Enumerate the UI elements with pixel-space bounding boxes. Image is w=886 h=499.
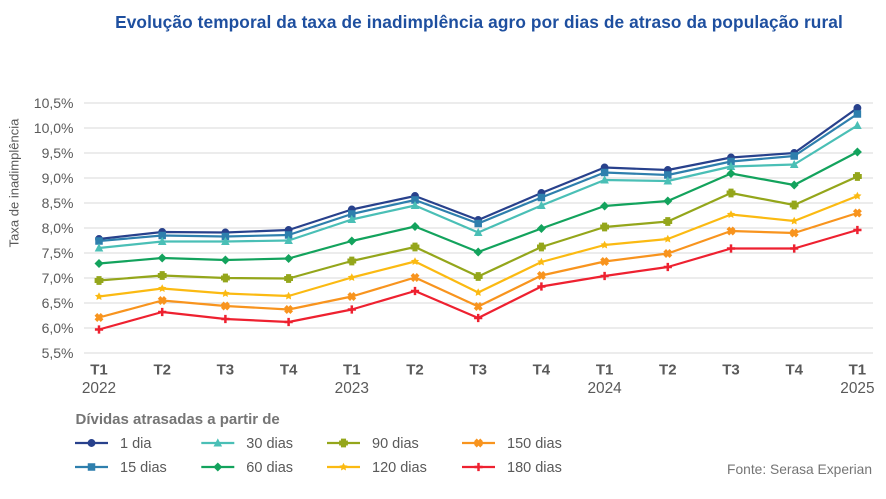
svg-text:T4: T4 bbox=[533, 362, 551, 379]
svg-text:10,5%: 10,5% bbox=[34, 95, 74, 111]
svg-text:9,5%: 9,5% bbox=[42, 145, 74, 161]
svg-text:T1: T1 bbox=[90, 362, 108, 379]
svg-text:Fonte: Serasa Experian: Fonte: Serasa Experian bbox=[727, 462, 872, 477]
svg-text:2024: 2024 bbox=[587, 380, 622, 397]
svg-text:8,0%: 8,0% bbox=[42, 220, 74, 236]
svg-text:T4: T4 bbox=[280, 362, 298, 379]
svg-text:T1: T1 bbox=[849, 362, 867, 379]
svg-text:10,0%: 10,0% bbox=[34, 120, 74, 136]
svg-text:180 dias: 180 dias bbox=[507, 460, 562, 476]
svg-text:T1: T1 bbox=[343, 362, 361, 379]
svg-text:T3: T3 bbox=[217, 362, 235, 379]
svg-text:7,0%: 7,0% bbox=[42, 270, 74, 286]
svg-text:Evolução temporal da taxa de i: Evolução temporal da taxa de inadimplênc… bbox=[115, 12, 843, 32]
svg-text:Dívidas atrasadas a partir de: Dívidas atrasadas a partir de bbox=[76, 411, 280, 428]
svg-text:T2: T2 bbox=[406, 362, 424, 379]
svg-text:5,5%: 5,5% bbox=[42, 345, 74, 361]
svg-text:150 dias: 150 dias bbox=[507, 436, 562, 452]
svg-text:2022: 2022 bbox=[82, 380, 116, 397]
svg-text:T3: T3 bbox=[469, 362, 487, 379]
svg-text:6,5%: 6,5% bbox=[42, 295, 74, 311]
svg-text:30 dias: 30 dias bbox=[246, 436, 293, 452]
svg-text:15 dias: 15 dias bbox=[120, 460, 167, 476]
svg-text:8,5%: 8,5% bbox=[42, 195, 74, 211]
svg-text:90 dias: 90 dias bbox=[372, 436, 419, 452]
svg-text:9,0%: 9,0% bbox=[42, 170, 74, 186]
svg-text:T2: T2 bbox=[659, 362, 677, 379]
svg-text:6,0%: 6,0% bbox=[42, 320, 74, 336]
svg-text:T1: T1 bbox=[596, 362, 614, 379]
svg-text:60 dias: 60 dias bbox=[246, 460, 293, 476]
svg-text:T3: T3 bbox=[722, 362, 740, 379]
svg-text:T4: T4 bbox=[785, 362, 803, 379]
svg-text:T2: T2 bbox=[153, 362, 171, 379]
svg-text:7,5%: 7,5% bbox=[42, 245, 74, 261]
svg-text:2023: 2023 bbox=[335, 380, 369, 397]
svg-text:Taxa de inadimplência: Taxa de inadimplência bbox=[7, 118, 22, 247]
svg-text:1 dia: 1 dia bbox=[120, 436, 152, 452]
svg-text:2025: 2025 bbox=[840, 380, 874, 397]
svg-text:120 dias: 120 dias bbox=[372, 460, 427, 476]
